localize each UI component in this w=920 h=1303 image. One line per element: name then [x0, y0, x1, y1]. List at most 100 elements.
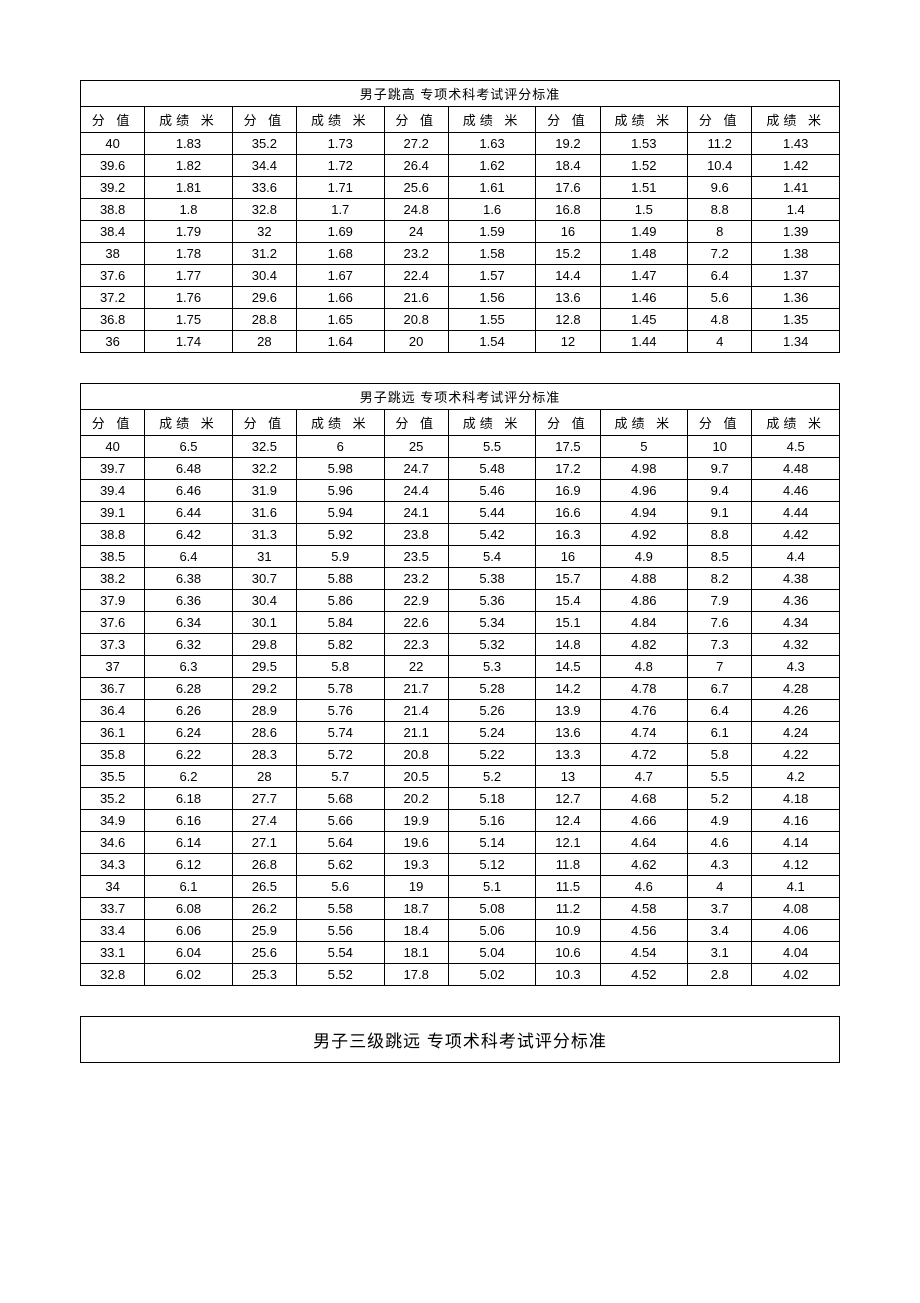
table-header-row: 分 值成绩 米分 值成绩 米分 值成绩 米分 值成绩 米分 值成绩 米 [81, 107, 840, 133]
header-result: 成绩 米 [600, 107, 688, 133]
table-cell: 18.1 [384, 942, 448, 964]
table-cell: 1.67 [296, 265, 384, 287]
table-cell: 6.34 [145, 612, 233, 634]
table-cell: 7.2 [688, 243, 752, 265]
table-cell: 4.22 [752, 744, 840, 766]
table-cell: 4.5 [752, 436, 840, 458]
table-cell: 3.4 [688, 920, 752, 942]
table-cell: 1.42 [752, 155, 840, 177]
table-cell: 4.44 [752, 502, 840, 524]
table-cell: 24 [384, 221, 448, 243]
table-cell: 5.24 [448, 722, 536, 744]
table-row: 38.86.4231.35.9223.85.4216.34.928.84.42 [81, 524, 840, 546]
table-cell: 4.24 [752, 722, 840, 744]
table-cell: 6.16 [145, 810, 233, 832]
table-cell: 32.2 [232, 458, 296, 480]
table-cell: 22.4 [384, 265, 448, 287]
header-score: 分 值 [232, 410, 296, 436]
table-cell: 5.8 [688, 744, 752, 766]
table-cell: 1.6 [448, 199, 536, 221]
table-cell: 12.8 [536, 309, 600, 331]
table-cell: 4.12 [752, 854, 840, 876]
table-row: 32.86.0225.35.5217.85.0210.34.522.84.02 [81, 964, 840, 986]
table-cell: 1.56 [448, 287, 536, 309]
table-cell: 1.62 [448, 155, 536, 177]
table-cell: 5.26 [448, 700, 536, 722]
header-score: 分 值 [536, 410, 600, 436]
table-cell: 5.68 [296, 788, 384, 810]
table-cell: 21.4 [384, 700, 448, 722]
table-cell: 12.7 [536, 788, 600, 810]
table-cell: 1.75 [145, 309, 233, 331]
table-cell: 4.76 [600, 700, 688, 722]
table-cell: 39.2 [81, 177, 145, 199]
table-cell: 33.1 [81, 942, 145, 964]
table-cell: 25.9 [232, 920, 296, 942]
table-row: 39.61.8234.41.7226.41.6218.41.5210.41.42 [81, 155, 840, 177]
table-cell: 5.38 [448, 568, 536, 590]
table-cell: 1.43 [752, 133, 840, 155]
table-row: 39.21.8133.61.7125.61.6117.61.519.61.41 [81, 177, 840, 199]
table-cell: 5.9 [296, 546, 384, 568]
table-cell: 20.8 [384, 744, 448, 766]
table-cell: 4 [688, 876, 752, 898]
table-cell: 4.3 [752, 656, 840, 678]
table-cell: 34.3 [81, 854, 145, 876]
table-cell: 4.16 [752, 810, 840, 832]
table-cell: 1.41 [752, 177, 840, 199]
table-cell: 9.4 [688, 480, 752, 502]
table-cell: 1.72 [296, 155, 384, 177]
table-cell: 34.4 [232, 155, 296, 177]
table-row: 401.8335.21.7327.21.6319.21.5311.21.43 [81, 133, 840, 155]
table-cell: 24.4 [384, 480, 448, 502]
table-cell: 5.14 [448, 832, 536, 854]
table-cell: 4.04 [752, 942, 840, 964]
table-cell: 25.6 [384, 177, 448, 199]
table-cell: 1.52 [600, 155, 688, 177]
table-row: 361.74281.64201.54121.4441.34 [81, 331, 840, 353]
header-score: 分 值 [81, 107, 145, 133]
table-cell: 21.1 [384, 722, 448, 744]
table-cell: 4.34 [752, 612, 840, 634]
table-cell: 16.9 [536, 480, 600, 502]
table-cell: 1.59 [448, 221, 536, 243]
table-cell: 1.5 [600, 199, 688, 221]
table-cell: 15.4 [536, 590, 600, 612]
table-cell: 24.1 [384, 502, 448, 524]
table-cell: 19.6 [384, 832, 448, 854]
table-cell: 13.6 [536, 722, 600, 744]
table-cell: 4.2 [752, 766, 840, 788]
table-cell: 11.5 [536, 876, 600, 898]
table-cell: 26.5 [232, 876, 296, 898]
table-row: 35.56.2285.720.55.2134.75.54.2 [81, 766, 840, 788]
table-cell: 19.3 [384, 854, 448, 876]
table-title-row: 男子三级跳远 专项术科考试评分标准 [81, 1017, 840, 1063]
table-title-row: 男子跳远 专项术科考试评分标准 [81, 384, 840, 410]
header-score: 分 值 [232, 107, 296, 133]
table-cell: 40 [81, 436, 145, 458]
table-cell: 2.8 [688, 964, 752, 986]
table-cell: 15.1 [536, 612, 600, 634]
table-cell: 20.8 [384, 309, 448, 331]
table-cell: 37.6 [81, 612, 145, 634]
table-row: 346.126.55.6195.111.54.644.1 [81, 876, 840, 898]
table-cell: 39.7 [81, 458, 145, 480]
table-cell: 4.64 [600, 832, 688, 854]
table-cell: 5.46 [448, 480, 536, 502]
table-cell: 5.88 [296, 568, 384, 590]
table-cell: 5.94 [296, 502, 384, 524]
table-cell: 4.28 [752, 678, 840, 700]
table-cell: 6.46 [145, 480, 233, 502]
table-cell: 10.4 [688, 155, 752, 177]
table-cell: 1.35 [752, 309, 840, 331]
table-cell: 5.64 [296, 832, 384, 854]
table-cell: 10.9 [536, 920, 600, 942]
table-row: 33.46.0625.95.5618.45.0610.94.563.44.06 [81, 920, 840, 942]
table-cell: 5.7 [296, 766, 384, 788]
table-cell: 5.66 [296, 810, 384, 832]
table-row: 39.76.4832.25.9824.75.4817.24.989.74.48 [81, 458, 840, 480]
table-cell: 4.7 [600, 766, 688, 788]
table-cell: 30.1 [232, 612, 296, 634]
table-cell: 4.58 [600, 898, 688, 920]
table-cell: 7.9 [688, 590, 752, 612]
